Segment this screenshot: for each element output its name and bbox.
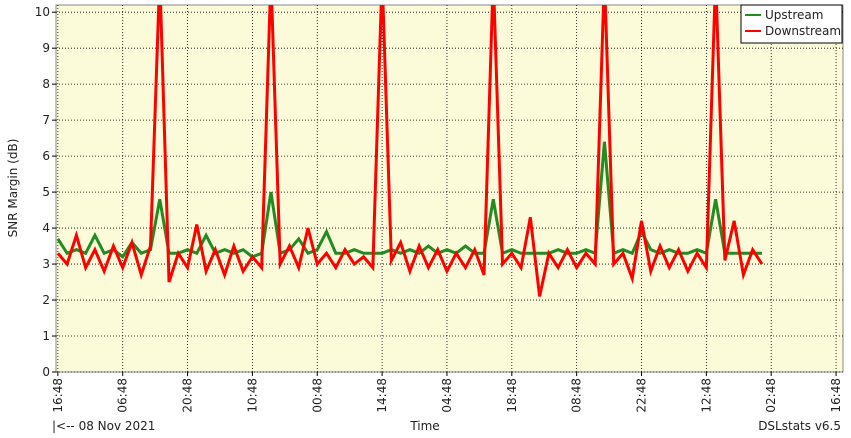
y-tick-label: 1 — [42, 329, 50, 343]
y-tick-label: 5 — [42, 185, 50, 199]
y-tick-label: 9 — [42, 41, 50, 55]
y-tick-label: 3 — [42, 257, 50, 271]
legend-box — [740, 4, 843, 44]
x-tick-label: 02:48 — [764, 378, 778, 413]
legend-label: Upstream — [765, 8, 823, 22]
legend-label: Downstream — [765, 24, 841, 38]
x-tick-label: 14:48 — [375, 378, 389, 413]
y-tick-label: 4 — [42, 221, 50, 235]
y-tick-label: 8 — [42, 77, 50, 91]
x-tick-label: 00:48 — [310, 378, 324, 413]
x-tick-label: 16:48 — [829, 378, 843, 413]
x-tick-label: 06:48 — [116, 378, 130, 413]
x-tick-label: 22:48 — [635, 378, 649, 413]
x-tick-label: 10:48 — [245, 378, 259, 413]
x-tick-label: 16:48 — [51, 378, 65, 413]
x-tick-label: 08:48 — [570, 378, 584, 413]
date-annotation: |<-- 08 Nov 2021 — [52, 419, 155, 433]
x-axis-label: Time — [409, 419, 439, 433]
version-annotation: DSLstats v6.5 — [758, 419, 841, 433]
x-tick-label: 18:48 — [505, 378, 519, 413]
y-tick-label: 0 — [42, 365, 50, 379]
y-tick-label: 2 — [42, 293, 50, 307]
plot-area — [55, 4, 844, 373]
x-tick-label: 04:48 — [440, 378, 454, 413]
x-tick-label: 20:48 — [181, 378, 195, 413]
x-tick-label: 12:48 — [699, 378, 713, 413]
y-tick-label: 10 — [35, 5, 50, 19]
y-tick-label: 7 — [42, 113, 50, 127]
series-line — [56, 5, 764, 297]
y-tick-label: 6 — [42, 149, 50, 163]
y-axis-label: SNR Margin (dB) — [6, 139, 20, 238]
